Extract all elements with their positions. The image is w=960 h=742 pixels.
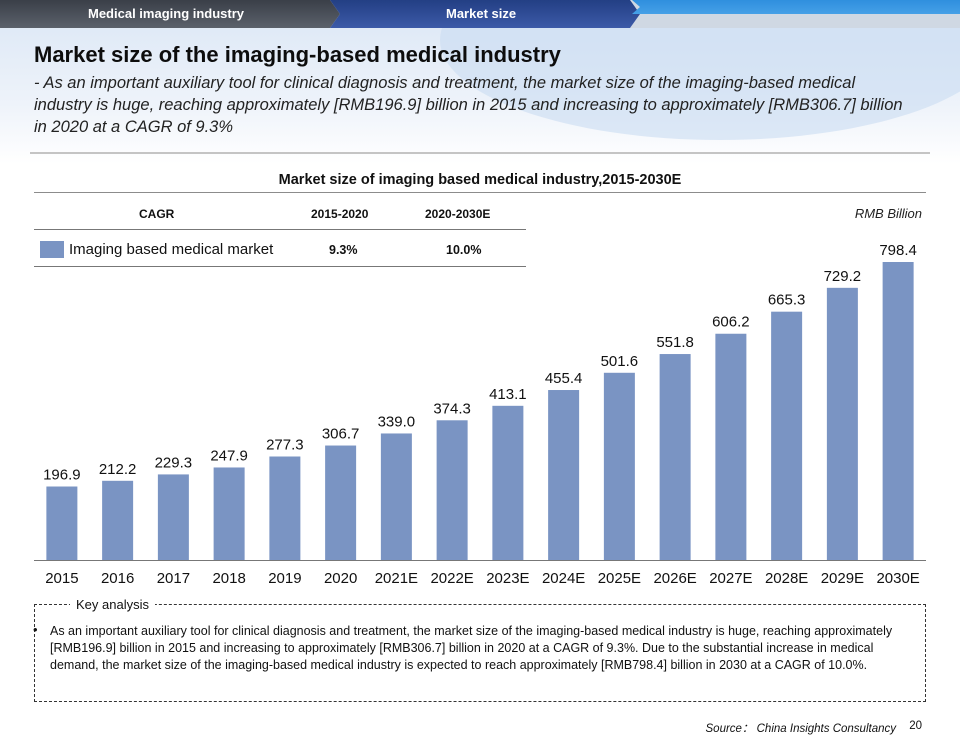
bar-2026E (659, 354, 691, 560)
x-tick-label-2030E: 2030E (876, 570, 919, 587)
data-label-2016: 212.2 (99, 461, 137, 478)
bar-2019 (269, 456, 301, 560)
x-tick-label-2025E: 2025E (598, 570, 641, 587)
data-label-2021E: 339.0 (378, 413, 416, 430)
legend-swatch (40, 241, 64, 258)
key-analysis-label: Key analysis (70, 597, 155, 612)
bar-2027E (715, 333, 747, 560)
x-tick-label-2019: 2019 (268, 570, 301, 587)
tab-market-size[interactable]: Market size (330, 0, 640, 28)
bar-2016 (102, 480, 134, 560)
data-label-2019: 277.3 (266, 436, 304, 453)
cagr-period-1-header: 2015-2020 (311, 207, 369, 221)
bar-2024E (548, 390, 580, 560)
x-tick-label-2023E: 2023E (486, 570, 529, 587)
chart-top-rule (34, 192, 926, 193)
x-tick-label-2018: 2018 (212, 570, 245, 587)
data-label-2030E: 798.4 (879, 242, 917, 259)
data-label-2025E: 501.6 (601, 353, 639, 370)
cagr-table-bottom-rule (34, 266, 526, 267)
x-tick-label-2028E: 2028E (765, 570, 808, 587)
page-title: Market size of the imaging-based medical… (34, 42, 561, 67)
data-label-2020: 306.7 (322, 426, 360, 443)
bar-2018 (213, 467, 245, 560)
bar-2023E (492, 405, 524, 560)
bar-2017 (157, 474, 189, 560)
data-label-2026E: 551.8 (656, 334, 694, 351)
data-label-2022E: 374.3 (433, 400, 471, 417)
divider (30, 152, 930, 154)
page-number: 20 (909, 720, 922, 732)
x-tick-label-2021E: 2021E (375, 570, 418, 587)
bar-2029E (826, 287, 858, 560)
data-label-2017: 229.3 (155, 454, 193, 471)
tab-medical-imaging-industry[interactable]: Medical imaging industry (0, 0, 340, 28)
x-tick-label-2024E: 2024E (542, 570, 585, 587)
data-label-2029E: 729.2 (824, 268, 862, 285)
bar-2022E (436, 420, 468, 560)
cagr-period-2-header: 2020-2030E (425, 207, 491, 221)
x-tick-label-2029E: 2029E (821, 570, 864, 587)
x-tick-label-2016: 2016 (101, 570, 134, 587)
x-tick-label-2020: 2020 (324, 570, 357, 587)
page-subtitle: - As an important auxiliary tool for cli… (34, 74, 903, 136)
x-tick-label-2027E: 2027E (709, 570, 752, 587)
data-label-2015: 196.9 (43, 467, 81, 484)
data-label-2023E: 413.1 (489, 386, 527, 403)
bar-2020 (325, 445, 357, 560)
bullet: • (33, 622, 38, 637)
legend-label: Imaging based medical market (69, 241, 274, 258)
data-label-2027E: 606.2 (712, 314, 750, 331)
cagr-value-2020-2030: 10.0% (446, 243, 482, 257)
key-analysis-text: As an important auxiliary tool for clini… (50, 624, 893, 672)
data-label-2028E: 665.3 (768, 292, 806, 309)
key-analysis-box (34, 604, 926, 702)
x-tick-label-2026E: 2026E (653, 570, 696, 587)
x-tick-label-2015: 2015 (45, 570, 78, 587)
bar-2015 (46, 486, 78, 560)
header-accent-bar (632, 0, 960, 14)
data-label-2018: 247.9 (210, 447, 248, 464)
data-label-2024E: 455.4 (545, 370, 583, 387)
x-tick-label-2022E: 2022E (430, 570, 473, 587)
bar-2030E (882, 262, 914, 560)
cagr-value-2015-2020: 9.3% (329, 243, 358, 257)
source-note: Source： China Insights Consultancy (705, 723, 897, 735)
cagr-header: CAGR (139, 207, 175, 221)
x-tick-label-2017: 2017 (157, 570, 190, 587)
bar-2025E (603, 372, 635, 560)
cagr-table-rule (34, 229, 526, 230)
chart-unit-label: RMB Billion (854, 206, 922, 221)
chart-title: Market size of imaging based medical ind… (278, 172, 682, 188)
bar-2021E (380, 433, 412, 560)
bar-2028E (771, 311, 803, 560)
